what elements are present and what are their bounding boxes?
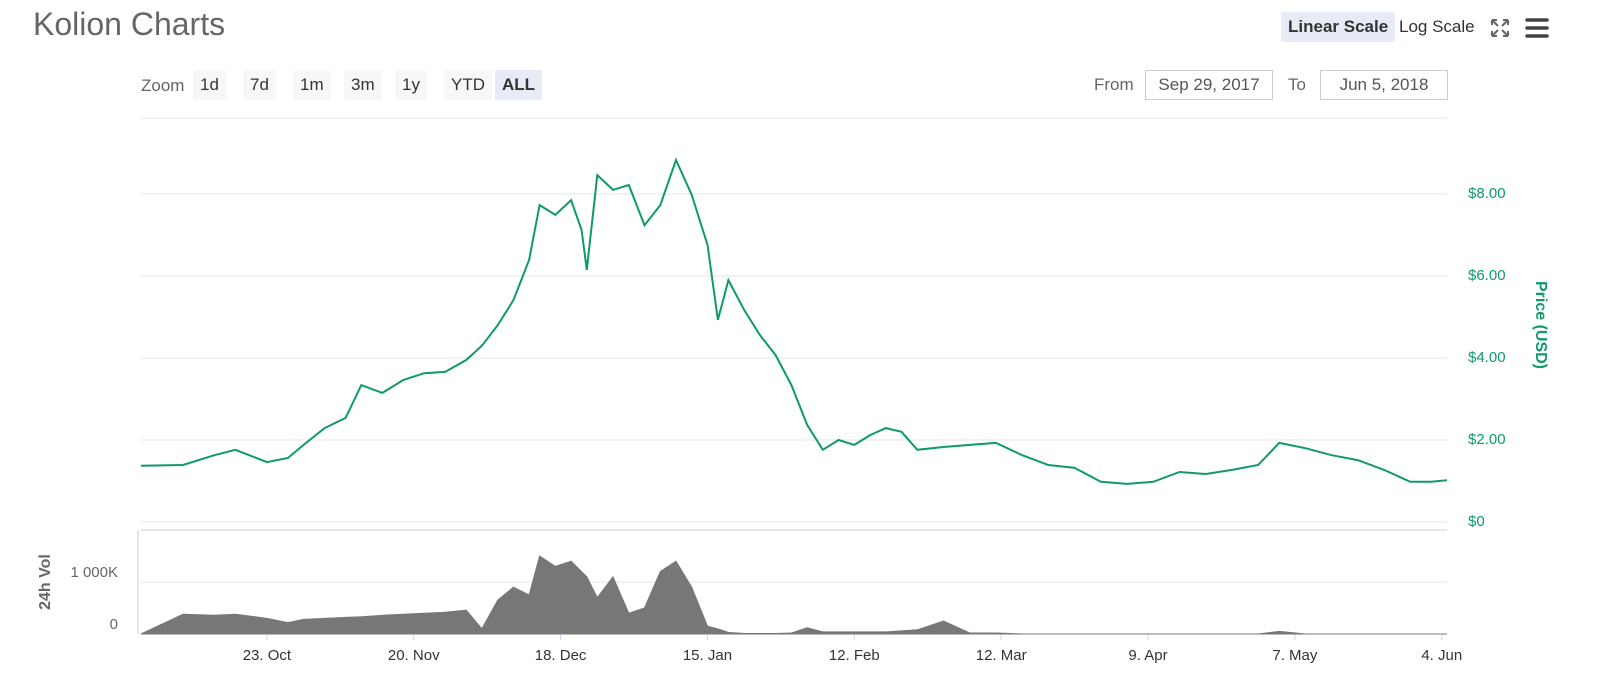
y-tick-label: $4.00 [1468, 349, 1506, 366]
to-date-input[interactable]: Jun 5, 2018 [1320, 70, 1448, 100]
x-tick-label: 4. Jun [1421, 647, 1462, 664]
zoom-button[interactable]: ALL [495, 70, 543, 100]
x-tick-label: 7. May [1272, 647, 1318, 664]
y-tick-label: $6.00 [1468, 267, 1506, 284]
zoom-button[interactable]: 1y [395, 70, 427, 100]
volume-area [140, 555, 1447, 635]
y-tick-label: 1 000K [70, 564, 118, 581]
y-axis-title: 24h Vol [37, 554, 54, 610]
zoom-button[interactable]: YTD [444, 70, 492, 100]
y-tick-label: 0 [110, 616, 118, 633]
linear-scale-button[interactable]: Linear Scale [1281, 12, 1396, 42]
zoom-button[interactable]: 3m [344, 70, 382, 100]
zoom-button[interactable]: 1d [193, 70, 226, 100]
y-tick-label: $8.00 [1468, 185, 1506, 202]
menu-icon[interactable] [1525, 18, 1549, 38]
page-title: Kolion Charts [33, 6, 226, 42]
fullscreen-icon[interactable] [1491, 19, 1509, 37]
y-axis-title: Price (USD) [1532, 281, 1549, 369]
x-tick-label: 12. Mar [976, 647, 1027, 664]
zoom-button[interactable]: 1m [293, 70, 331, 100]
zoom-button[interactable]: 7d [243, 70, 276, 100]
y-tick-label: $2.00 [1468, 431, 1506, 448]
from-date-input[interactable]: Sep 29, 2017 [1145, 70, 1273, 100]
x-tick-label: 20. Nov [388, 647, 440, 664]
y-tick-label: $0 [1468, 513, 1485, 530]
from-label: From [1094, 75, 1134, 94]
x-tick-label: 9. Apr [1128, 647, 1167, 664]
price-line [140, 157, 1448, 485]
zoom-label: Zoom [141, 76, 185, 95]
x-tick-label: 23. Oct [243, 647, 292, 664]
to-label: To [1288, 75, 1306, 94]
x-tick-label: 18. Dec [535, 647, 587, 664]
x-tick-label: 12. Feb [829, 647, 880, 664]
log-scale-button[interactable]: Log Scale [1399, 17, 1475, 36]
x-tick-label: 15. Jan [683, 647, 732, 664]
